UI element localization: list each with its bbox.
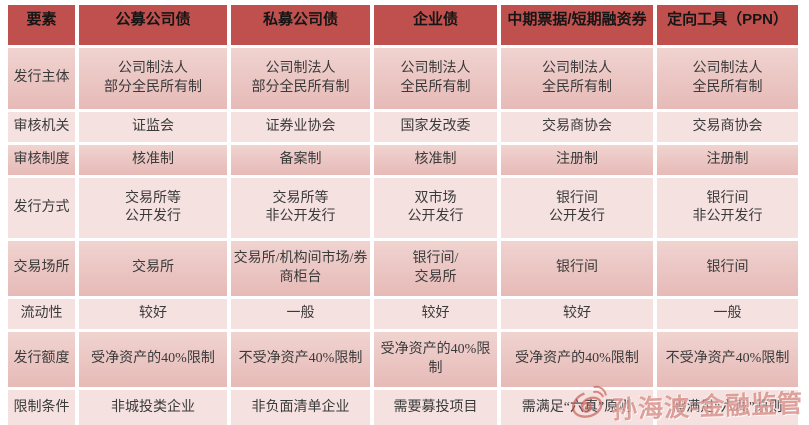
table-cell: 交易所等 公开发行 [79,178,227,238]
row-label-review-system: 审核制度 [8,145,75,175]
header-cell-mtn-scp: 中期票据/短期融资券 [501,5,653,45]
table-cell: 银行间 公开发行 [501,178,653,238]
table-cell: 公司制法人 部分全民所有制 [79,48,227,109]
table-cell: 需满足“六真”原则 [501,390,653,425]
table-cell: 需要募投项目 [374,390,497,425]
table-cell: 受净资产的40%限制 [501,332,653,387]
table-cell: 公司制法人 部分全民所有制 [231,48,370,109]
table-cell: 一般 [657,299,798,329]
table-cell: 证券业协会 [231,112,370,142]
table-cell: 交易所 [79,241,227,296]
row-label-issuance-method: 发行方式 [8,178,75,238]
table-cell: 交易所/机构间市场/券 商柜台 [231,241,370,296]
table-cell: 受净资产的40%限制 [79,332,227,387]
header-cell-private-corporate-bond: 私募公司债 [231,5,370,45]
table-cell: 不受净资产40%限制 [231,332,370,387]
table-cell: 交易商协会 [501,112,653,142]
table-cell: 公司制法人 全民所有制 [501,48,653,109]
table-cell: 不受净资产40%限制 [657,332,798,387]
table-cell: 较好 [501,299,653,329]
table-cell: 银行间/ 交易所 [374,241,497,296]
table-cell: 核准制 [374,145,497,175]
table-cell: 公司制法人 全民所有制 [374,48,497,109]
table-cell: 需满足“六真”原则 [657,390,798,425]
table-cell: 公司制法人 全民所有制 [657,48,798,109]
table-cell: 非城投类企业 [79,390,227,425]
table-cell: 一般 [231,299,370,329]
table-cell: 较好 [374,299,497,329]
bond-comparison-table: 要素 公募公司债 私募公司债 企业债 中期票据/短期融资券 定向工具（PPN） … [8,5,798,425]
header-cell-public-corporate-bond: 公募公司债 [79,5,227,45]
table-cell: 交易商协会 [657,112,798,142]
table-cell: 国家发改委 [374,112,497,142]
header-cell-enterprise-bond: 企业债 [374,5,497,45]
table-cell: 证监会 [79,112,227,142]
table-cell: 银行间 [501,241,653,296]
table-cell: 注册制 [501,145,653,175]
row-label-issuance-quota: 发行额度 [8,332,75,387]
row-label-trading-venue: 交易场所 [8,241,75,296]
header-cell-ppn: 定向工具（PPN） [657,5,798,45]
table-cell: 交易所等 非公开发行 [231,178,370,238]
table-cell: 注册制 [657,145,798,175]
table-cell: 双市场 公开发行 [374,178,497,238]
row-label-review-authority: 审核机关 [8,112,75,142]
row-label-liquidity: 流动性 [8,299,75,329]
table-cell: 较好 [79,299,227,329]
table-cell: 非负面清单企业 [231,390,370,425]
table-cell: 受净资产的40%限制 [374,332,497,387]
row-label-issuer: 发行主体 [8,48,75,109]
header-cell-element: 要素 [8,5,75,45]
row-label-restrictions: 限制条件 [8,390,75,425]
table-cell: 银行间 非公开发行 [657,178,798,238]
table-cell: 备案制 [231,145,370,175]
table-cell: 银行间 [657,241,798,296]
table-cell: 核准制 [79,145,227,175]
